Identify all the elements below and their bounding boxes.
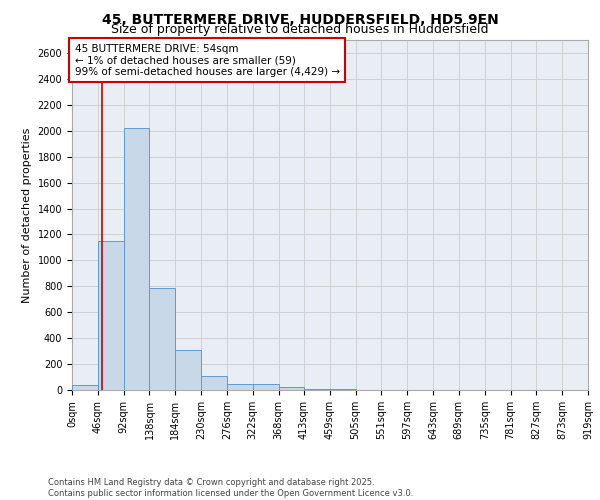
Bar bbox=[278, 388, 304, 390]
Bar bbox=[304, 388, 330, 390]
Text: Size of property relative to detached houses in Huddersfield: Size of property relative to detached ho… bbox=[111, 22, 489, 36]
Bar bbox=[149, 288, 175, 390]
Bar bbox=[72, 385, 98, 390]
Bar bbox=[124, 128, 149, 390]
Bar bbox=[253, 384, 278, 390]
Text: 45, BUTTERMERE DRIVE, HUDDERSFIELD, HD5 9EN: 45, BUTTERMERE DRIVE, HUDDERSFIELD, HD5 … bbox=[101, 12, 499, 26]
Bar bbox=[227, 384, 253, 390]
Text: Contains HM Land Registry data © Crown copyright and database right 2025.
Contai: Contains HM Land Registry data © Crown c… bbox=[48, 478, 413, 498]
Y-axis label: Number of detached properties: Number of detached properties bbox=[22, 128, 32, 302]
Bar bbox=[98, 241, 124, 390]
Bar bbox=[201, 376, 227, 390]
Bar bbox=[175, 350, 201, 390]
Text: 45 BUTTERMERE DRIVE: 54sqm
← 1% of detached houses are smaller (59)
99% of semi-: 45 BUTTERMERE DRIVE: 54sqm ← 1% of detac… bbox=[74, 44, 340, 76]
